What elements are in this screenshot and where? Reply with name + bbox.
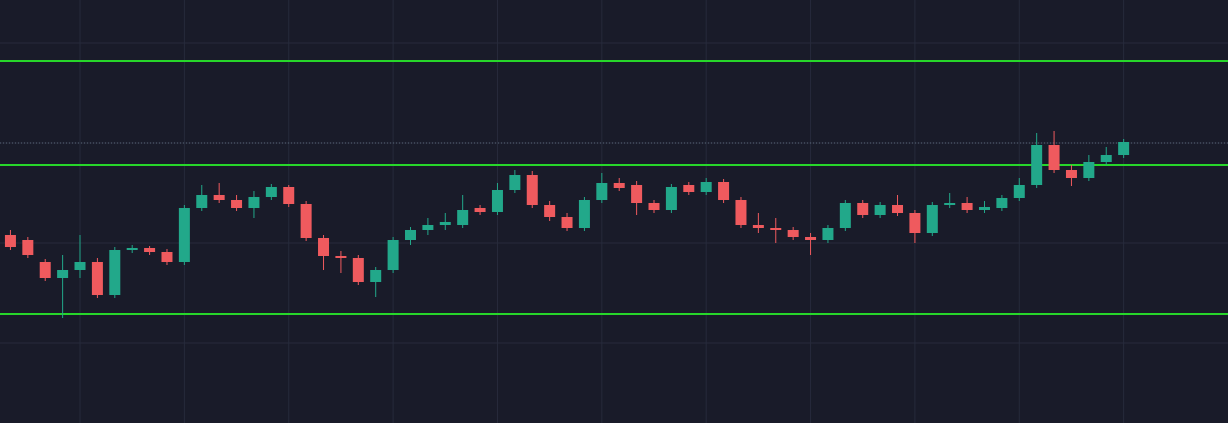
candle-body: [578, 200, 590, 228]
candle-body: [1031, 145, 1043, 185]
candle-body: [1083, 162, 1095, 178]
candle-body: [509, 175, 521, 190]
candle-body: [665, 187, 677, 210]
candle-body: [1118, 142, 1130, 155]
candle-body: [648, 203, 660, 210]
candle-body: [39, 262, 51, 278]
candle-body: [422, 225, 434, 230]
candle-body: [457, 210, 469, 225]
candle-body: [265, 187, 277, 197]
candle-body: [700, 182, 712, 192]
candle-body: [631, 185, 643, 203]
candle-body: [752, 225, 764, 228]
candle-body: [1013, 185, 1025, 198]
candle-body: [196, 195, 208, 208]
candle-body: [335, 256, 347, 258]
candle-body: [74, 262, 86, 270]
candle-body: [892, 205, 904, 213]
candle-body: [978, 207, 990, 210]
candle-body: [526, 175, 538, 205]
candle-body: [944, 203, 956, 205]
candle-body: [735, 200, 747, 225]
candle-body: [231, 200, 243, 208]
candle-body: [318, 238, 330, 256]
candle-body: [996, 198, 1008, 208]
candle-body: [718, 182, 730, 200]
candle-body: [213, 195, 225, 200]
candle-body: [544, 205, 556, 217]
candle-body: [961, 203, 973, 210]
candle-body: [926, 205, 938, 233]
candle-body: [404, 230, 416, 240]
candle-body: [822, 228, 834, 240]
candle-body: [57, 270, 69, 278]
candle-body: [683, 185, 695, 192]
candle-body: [126, 248, 138, 250]
candle-body: [161, 252, 173, 262]
candle-body: [91, 262, 103, 295]
candle-body: [144, 248, 156, 252]
candle-body: [787, 230, 799, 237]
candle-body: [874, 205, 886, 215]
candle-body: [248, 197, 260, 208]
candle-body: [596, 183, 608, 200]
candle-body: [439, 222, 451, 225]
candle-body: [283, 187, 295, 204]
candle-body: [300, 204, 312, 238]
candle-body: [387, 240, 399, 270]
candle-body: [1100, 155, 1112, 162]
candle-body: [839, 203, 851, 228]
candle-body: [770, 228, 782, 230]
candle-body: [474, 208, 486, 212]
candle-body: [491, 190, 503, 212]
candle-body: [857, 203, 869, 215]
candle-body: [352, 258, 364, 282]
candle-body: [561, 217, 573, 228]
candle-body: [370, 270, 382, 282]
candle-body: [805, 237, 817, 240]
candle-body: [4, 235, 16, 247]
candle-body: [178, 208, 190, 262]
candle-body: [22, 240, 34, 255]
candle-body: [909, 213, 921, 233]
candle-body: [1065, 170, 1077, 178]
candle-body: [1048, 145, 1060, 170]
candle-body: [613, 183, 625, 188]
candle-body: [109, 250, 121, 295]
